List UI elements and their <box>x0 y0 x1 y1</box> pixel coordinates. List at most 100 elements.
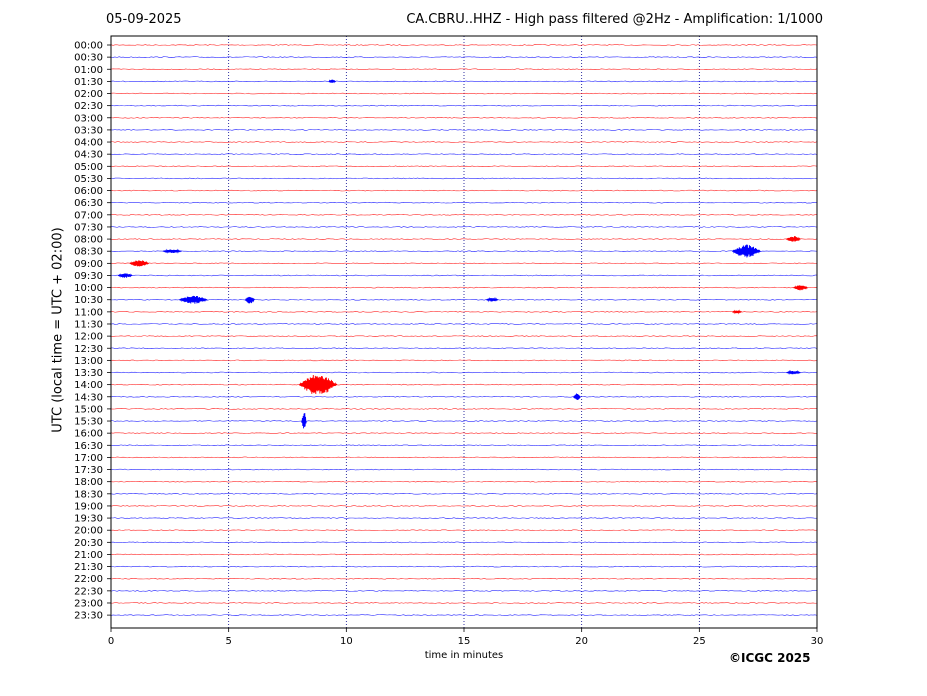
seismic-event <box>179 295 208 304</box>
seismic-event <box>162 248 182 254</box>
seismic-event <box>299 374 338 395</box>
trace-line <box>110 590 818 592</box>
traces-layer <box>110 44 818 616</box>
trace-line <box>110 44 818 46</box>
y-tick-label: 06:00 <box>74 186 103 197</box>
y-tick-label: 10:30 <box>74 295 103 306</box>
trace-line <box>110 92 818 95</box>
x-ticks: 0 5 10 15 20 25 30 <box>108 628 824 647</box>
x-tick-label: 0 <box>108 636 114 647</box>
trace-line <box>110 250 818 252</box>
y-tick-label: 21:30 <box>74 562 103 573</box>
trace-line <box>110 298 818 301</box>
trace-line <box>110 541 818 544</box>
y-tick-label: 14:30 <box>74 392 103 403</box>
y-tick-label: 23:30 <box>74 611 103 622</box>
trace-line <box>110 420 818 422</box>
copyright-label: ©ICGC 2025 <box>729 651 811 665</box>
y-tick-label: 14:00 <box>74 380 103 391</box>
seismic-event <box>573 393 581 400</box>
trace-line <box>110 323 818 325</box>
trace-line <box>110 602 818 604</box>
seismic-event <box>486 296 499 303</box>
trace-line <box>110 347 818 350</box>
events-layer <box>117 79 808 429</box>
y-tick-label: 21:00 <box>74 550 103 561</box>
seismic-event <box>301 413 307 429</box>
y-tick-label: 19:00 <box>74 501 103 512</box>
y-tick-label: 18:30 <box>74 489 103 500</box>
y-ticks: 00:0000:3001:0001:3002:0002:3003:0003:30… <box>74 41 111 622</box>
y-tick-label: 15:30 <box>74 417 103 428</box>
trace-line <box>110 201 818 204</box>
trace-line <box>110 553 818 556</box>
seismic-event <box>328 79 336 84</box>
trace-line <box>110 505 818 507</box>
y-tick-label: 05:30 <box>74 174 103 185</box>
trace-line <box>110 408 818 410</box>
y-tick-label: 17:30 <box>74 465 103 476</box>
trace-line <box>110 371 818 374</box>
trace-line <box>110 456 818 459</box>
y-tick-label: 00:00 <box>74 41 103 52</box>
x-axis-label: time in minutes <box>424 650 504 661</box>
trace-line <box>110 335 818 337</box>
trace-line <box>110 104 818 107</box>
y-tick-label: 23:00 <box>74 598 103 609</box>
x-tick-label: 5 <box>225 636 231 647</box>
y-tick-label: 20:00 <box>74 526 103 537</box>
trace-line <box>110 383 818 386</box>
trace-line <box>110 129 818 131</box>
trace-line <box>110 68 818 71</box>
x-tick-label: 10 <box>340 636 353 647</box>
y-tick-label: 04:30 <box>74 150 103 161</box>
trace-line <box>110 165 818 168</box>
trace-line <box>110 153 818 155</box>
x-tick-label: 20 <box>575 636 588 647</box>
y-tick-label: 07:30 <box>74 222 103 233</box>
trace-line <box>110 517 818 519</box>
y-tick-label: 11:30 <box>74 319 103 330</box>
y-tick-label: 01:30 <box>74 77 103 88</box>
trace-line <box>110 226 818 228</box>
y-tick-label: 12:30 <box>74 344 103 355</box>
trace-line <box>110 396 818 398</box>
y-tick-label: 03:30 <box>74 125 103 136</box>
trace-line <box>110 529 818 531</box>
trace-line <box>110 80 818 83</box>
y-tick-label: 00:30 <box>74 53 103 64</box>
trace-line <box>110 214 818 216</box>
trace-line <box>110 311 818 313</box>
seismic-event <box>129 260 149 267</box>
trace-line <box>110 444 818 447</box>
x-tick-label: 30 <box>811 636 824 647</box>
trace-line <box>110 189 818 192</box>
y-tick-label: 11:00 <box>74 307 103 318</box>
y-tick-label: 08:00 <box>74 235 103 246</box>
x-tick-label: 15 <box>458 636 471 647</box>
y-tick-label: 20:30 <box>74 538 103 549</box>
y-tick-label: 15:00 <box>74 404 103 415</box>
trace-line <box>110 468 818 471</box>
trace-line <box>110 117 818 119</box>
grid-layer <box>228 36 700 628</box>
y-tick-label: 19:30 <box>74 514 103 525</box>
y-tick-label: 09:30 <box>74 271 103 282</box>
trace-line <box>110 262 818 265</box>
trace-line <box>110 274 818 277</box>
seismic-event <box>786 236 801 242</box>
y-tick-label: 04:00 <box>74 138 103 149</box>
trace-line <box>110 565 818 568</box>
y-tick-label: 09:00 <box>74 259 103 270</box>
y-tick-label: 01:00 <box>74 65 103 76</box>
y-tick-label: 02:00 <box>74 89 103 100</box>
trace-line <box>110 577 818 580</box>
y-tick-label: 16:00 <box>74 429 103 440</box>
trace-line <box>111 238 818 240</box>
chart-title: CA.CBRU..HHZ - High pass filtered @2Hz -… <box>406 12 823 27</box>
trace-line <box>111 141 818 143</box>
plot-frame <box>110 35 818 629</box>
seismic-event <box>793 285 808 291</box>
y-tick-label: 22:30 <box>74 586 103 597</box>
